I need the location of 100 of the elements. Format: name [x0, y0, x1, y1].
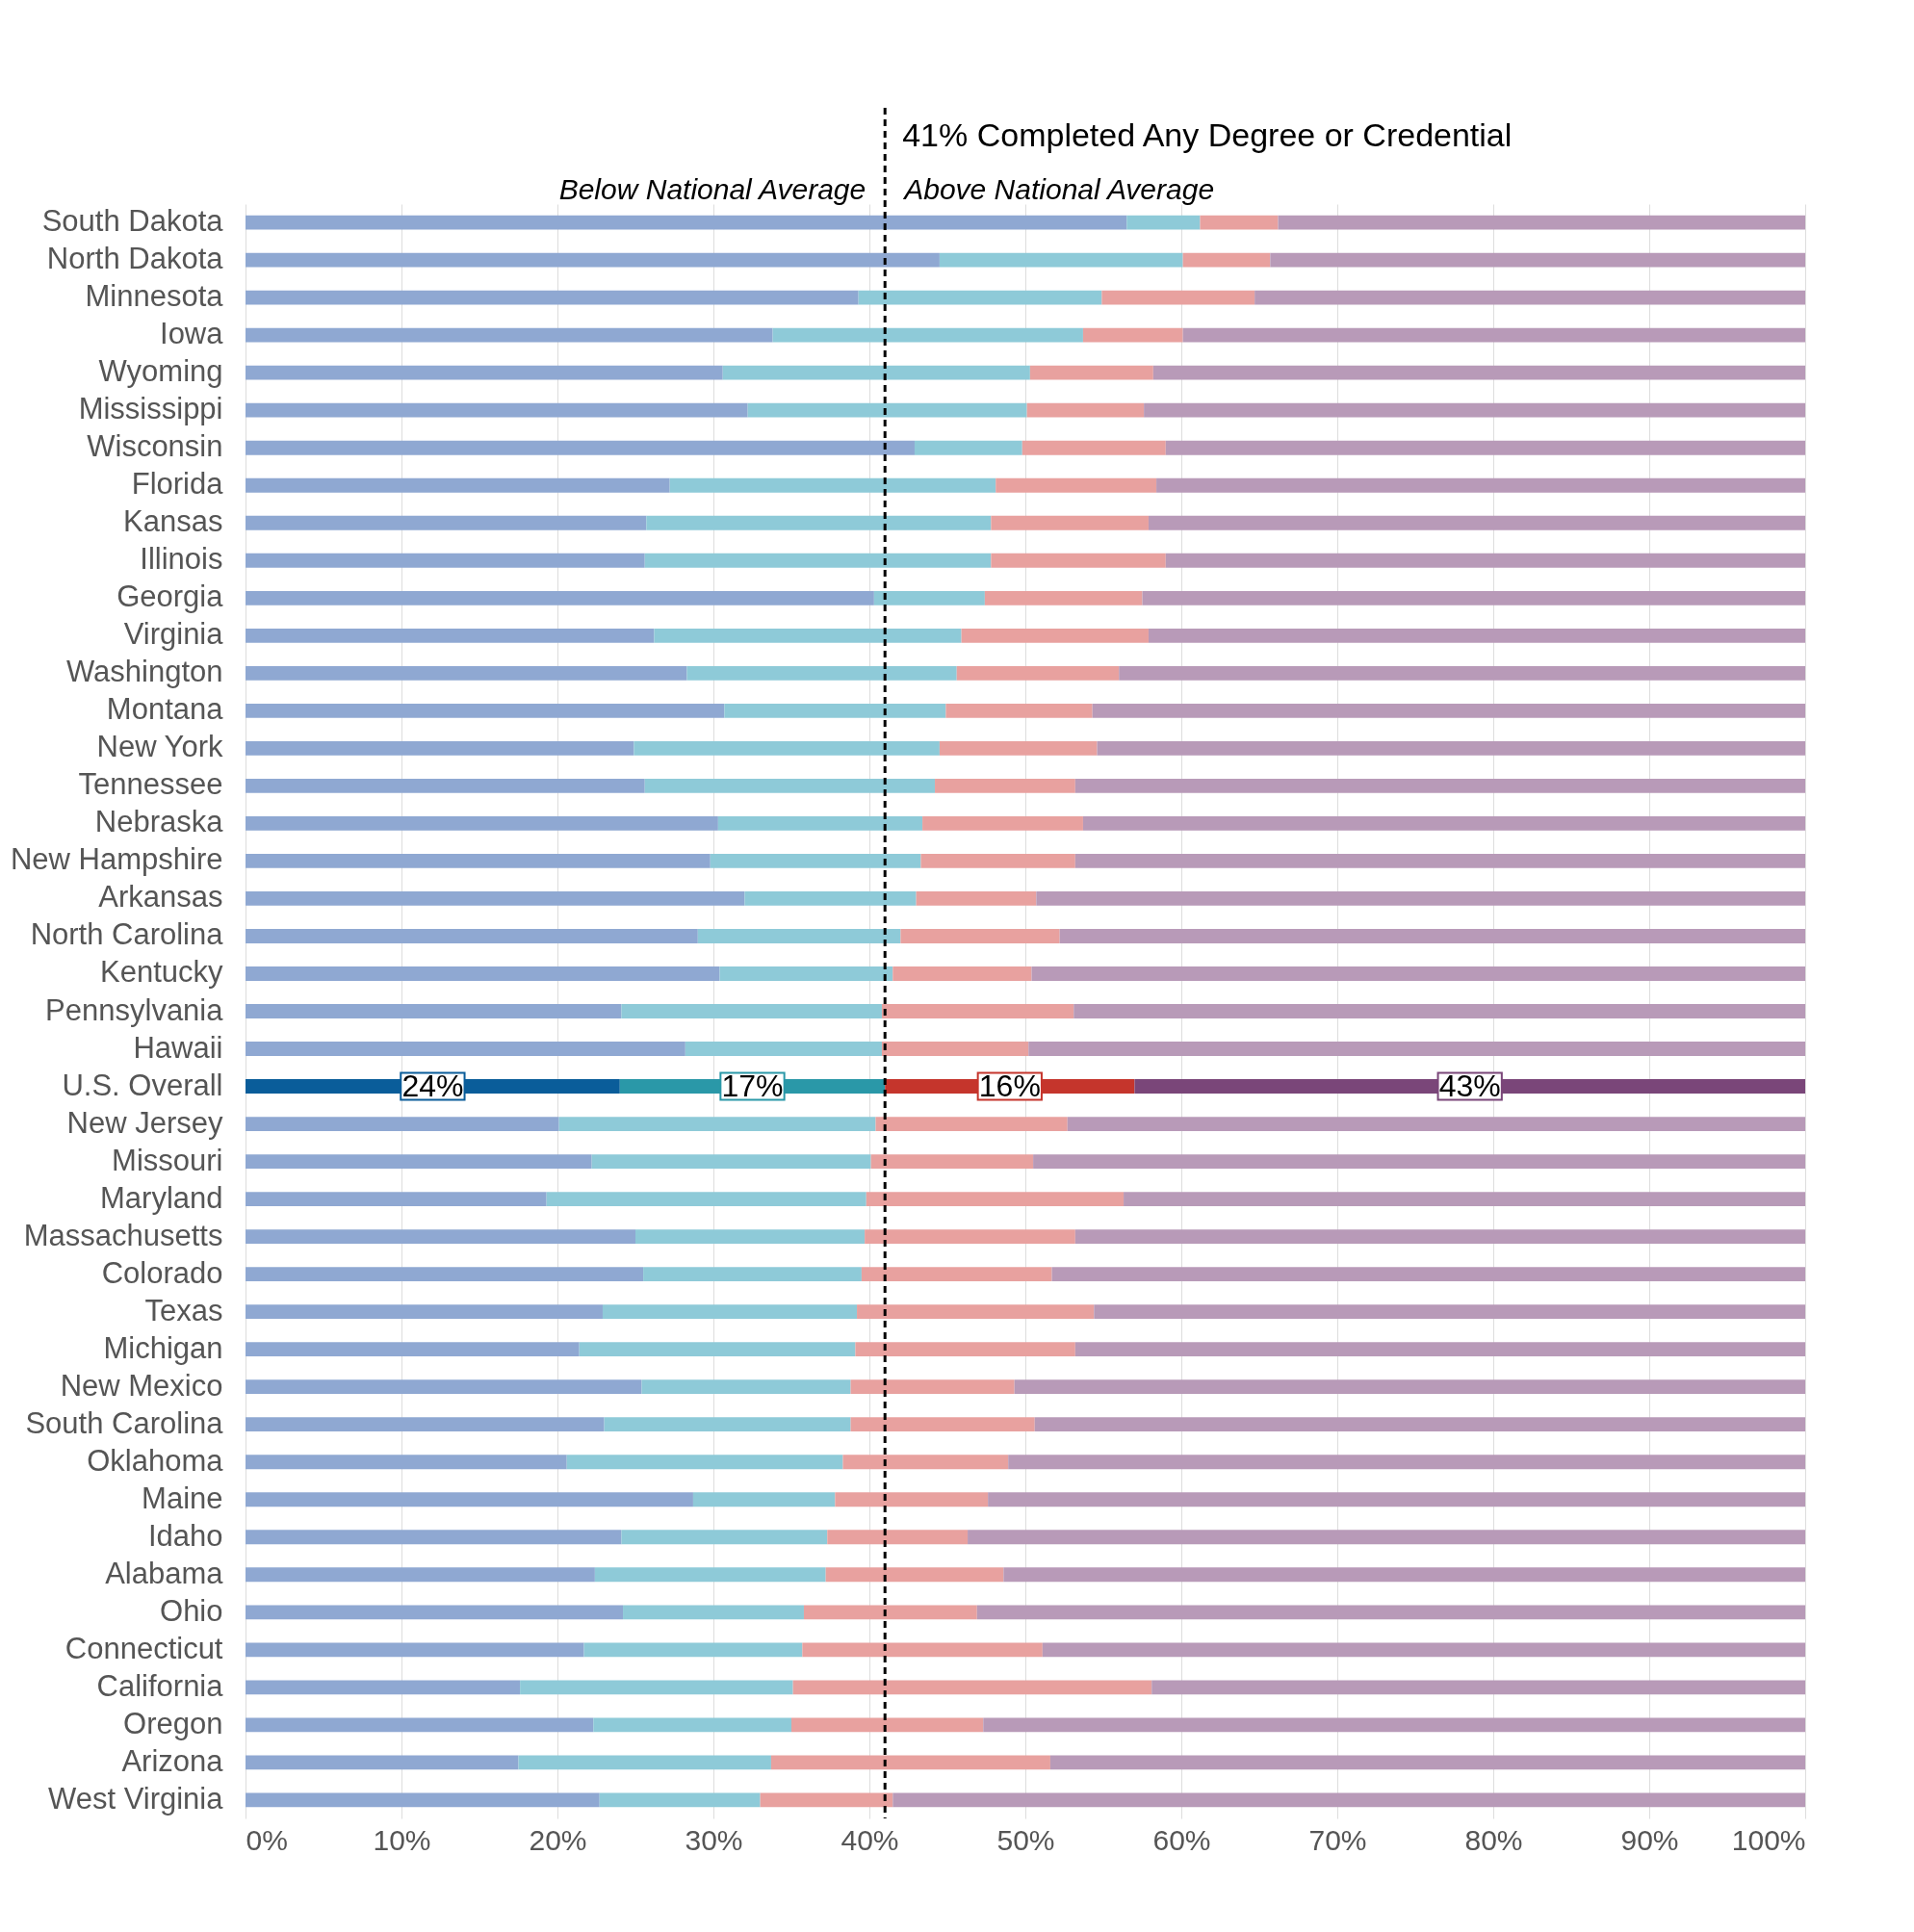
y-tick-label: Illinois [140, 542, 223, 577]
bar [669, 477, 996, 493]
y-tick-label: Idaho [147, 1518, 223, 1553]
bar [641, 1379, 851, 1395]
bar [991, 515, 1149, 530]
bar [724, 703, 946, 718]
bar [246, 966, 720, 981]
bar [825, 1567, 1004, 1583]
bar [246, 1417, 605, 1432]
bar [246, 891, 745, 906]
bar [654, 628, 962, 643]
bar [920, 854, 1075, 868]
bar [945, 703, 1093, 718]
y-tick-label: Hawaii [133, 1030, 223, 1065]
bar [593, 1717, 791, 1733]
bar [246, 1117, 559, 1131]
bar [621, 1530, 828, 1545]
bar [892, 1792, 1805, 1808]
bar [1026, 402, 1145, 418]
bar [772, 327, 1083, 343]
bar [1094, 1304, 1805, 1320]
bar [246, 1680, 521, 1695]
bar [1200, 215, 1279, 230]
bar [988, 1492, 1805, 1507]
bar [1067, 1117, 1805, 1131]
bar [1278, 215, 1805, 230]
bar [1034, 1417, 1805, 1432]
y-tick-label: Virginia [123, 617, 224, 652]
bar [858, 290, 1102, 305]
y-tick-label: Missouri [112, 1143, 223, 1177]
bar [760, 1792, 893, 1808]
y-tick-label: Minnesota [85, 279, 224, 314]
bar [1097, 740, 1805, 756]
y-tick-label: Washington [65, 655, 223, 689]
bar [635, 1229, 866, 1245]
bar [1031, 966, 1805, 981]
bar [246, 665, 687, 681]
bar [961, 628, 1149, 643]
bar [692, 1492, 836, 1507]
x-tick-label: 70% [1308, 1823, 1367, 1856]
bar [1029, 365, 1153, 380]
x-tick-label: 60% [1152, 1823, 1211, 1856]
bar [873, 590, 985, 605]
bar [1092, 703, 1805, 718]
bar [643, 1267, 862, 1282]
bar [602, 1304, 858, 1320]
y-tick-label: Maryland [100, 1180, 223, 1215]
y-tick-label: Arkansas [98, 880, 223, 914]
y-tick-label: North Carolina [30, 917, 224, 952]
bar [1074, 778, 1805, 793]
bar [1254, 290, 1805, 305]
bar [246, 1229, 635, 1245]
bar [634, 740, 940, 756]
bar [1152, 365, 1805, 380]
bar [646, 515, 992, 530]
bar [246, 740, 634, 756]
bar [1101, 290, 1255, 305]
bar [1148, 628, 1805, 643]
annotation: Below National Average [558, 173, 866, 205]
bar [246, 590, 874, 605]
bar [246, 778, 645, 793]
x-tick-label: 0% [246, 1823, 288, 1856]
y-tick-label: Wyoming [98, 354, 223, 389]
bar [1151, 1680, 1805, 1695]
bar [246, 929, 698, 943]
y-tick-label: Ohio [160, 1593, 223, 1628]
bar [246, 1567, 595, 1583]
y-tick-label: Tennessee [78, 767, 223, 802]
bar [246, 1792, 600, 1808]
bar [1059, 929, 1805, 943]
bar [1049, 1755, 1805, 1770]
bar [246, 703, 725, 718]
x-tick-label: 80% [1464, 1823, 1523, 1856]
bar [246, 1642, 584, 1658]
bar [246, 515, 647, 530]
bar [246, 1530, 622, 1545]
y-tick-label: Kansas [123, 504, 223, 539]
y-tick-label: Florida [131, 467, 224, 502]
bar [644, 778, 936, 793]
bar [1003, 1567, 1805, 1583]
bar [1165, 553, 1805, 568]
bar [1033, 1154, 1805, 1169]
bar [857, 1304, 1095, 1320]
bar [922, 816, 1083, 831]
x-tick-label: 90% [1620, 1823, 1679, 1856]
bar [246, 477, 670, 493]
bar [246, 1267, 644, 1282]
bar [246, 252, 940, 268]
bar [1156, 477, 1805, 493]
y-tick-label: West Virginia [48, 1781, 224, 1816]
data-label: 16% [978, 1068, 1041, 1103]
bar [591, 1154, 871, 1169]
bar [246, 1304, 603, 1320]
data-label: 43% [1438, 1068, 1501, 1103]
data-label: 17% [721, 1068, 784, 1103]
bar [1148, 515, 1805, 530]
bar [791, 1717, 984, 1733]
bar [916, 891, 1037, 906]
bar [697, 929, 901, 943]
bar [1126, 215, 1201, 230]
